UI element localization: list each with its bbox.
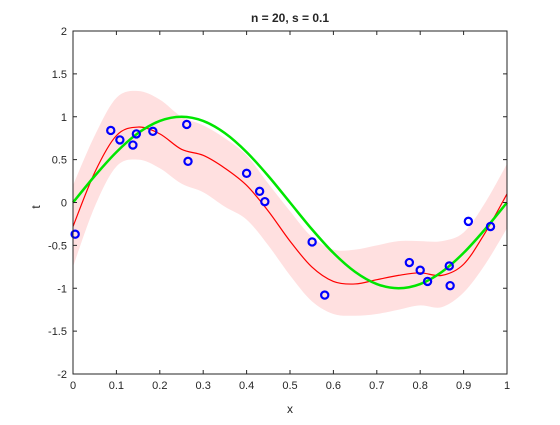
x-tick-label: 0.1 — [109, 380, 124, 392]
y-tick-label: -1.5 — [48, 326, 67, 338]
x-tick-label: 0.2 — [152, 380, 167, 392]
y-tick-label: -2 — [57, 369, 67, 381]
x-tick-label: 1 — [504, 380, 510, 392]
x-axis-label: x — [287, 402, 293, 416]
y-tick-label: 1 — [61, 112, 67, 124]
x-tick-label: 0 — [70, 380, 76, 392]
y-axis-label: t — [29, 205, 43, 209]
y-tick-label: 0.5 — [52, 155, 67, 167]
y-tick-label: 2 — [61, 26, 67, 38]
y-tick-label: 1.5 — [52, 69, 67, 81]
y-tick-label: -0.5 — [48, 240, 67, 252]
x-tick-label: 0.6 — [326, 380, 341, 392]
y-tick-label: 0 — [61, 198, 67, 210]
x-tick-label: 0.7 — [369, 380, 384, 392]
x-tick-label: 0.3 — [196, 380, 211, 392]
x-tick-label: 0.5 — [282, 380, 297, 392]
x-tick-label: 0.4 — [239, 380, 254, 392]
x-tick-label: 0.9 — [456, 380, 471, 392]
chart-title: n = 20, s = 0.1 — [251, 11, 329, 25]
x-tick-label: 0.8 — [413, 380, 428, 392]
y-tick-label: -1 — [57, 283, 67, 295]
